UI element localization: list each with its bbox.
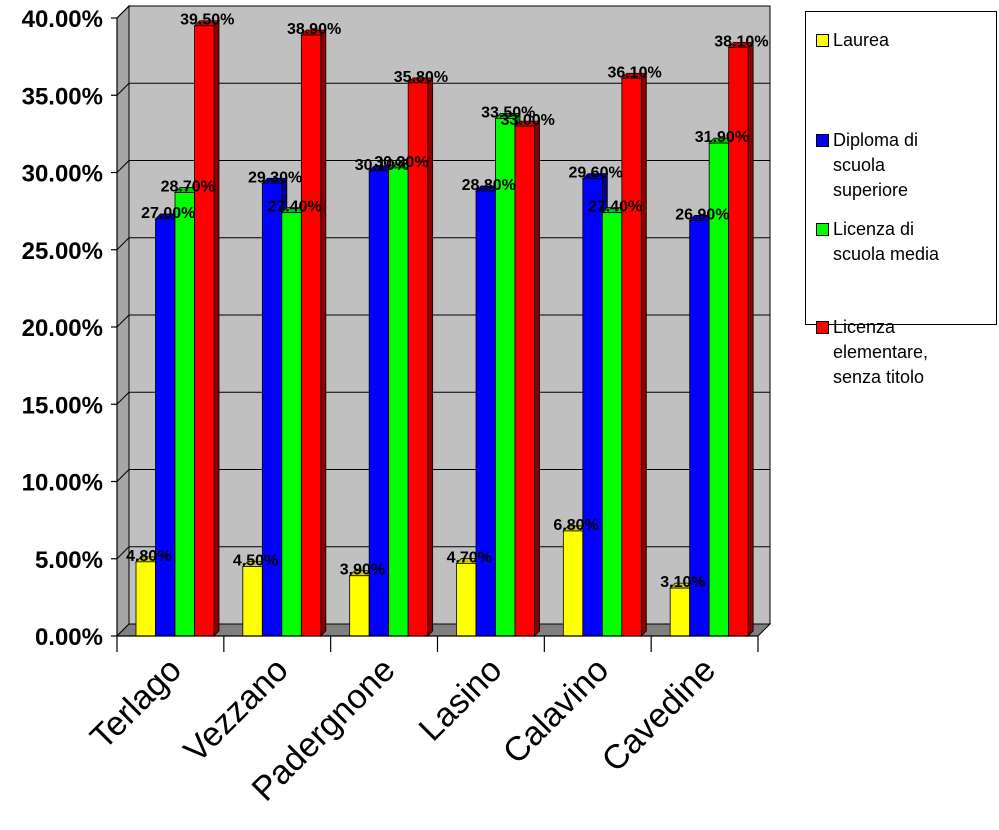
x-tick-label: Lasino [412,651,510,749]
bar-value-label: 4.70% [447,549,492,566]
x-tick-label: Terlago [83,651,189,757]
bar-front [174,192,195,637]
legend-label-laurea: Laurea [833,30,890,50]
bar [300,29,327,637]
bar-value-label: 39.50% [180,12,234,29]
bar-value-label: 4.80% [126,548,171,565]
bar [193,19,220,637]
bar-value-label: 4.50% [233,552,278,569]
bar-front [349,575,370,637]
bar-value-label: 35.80% [394,69,448,86]
y-tick-label: 30.00% [22,161,103,188]
legend-label-licenza-elementare: Licenza elementare, senza titolo [833,317,929,387]
bar-value-label: 27.00% [141,205,195,222]
bar-front [562,530,584,637]
bar-value-label: 38.10% [714,33,768,50]
gridline [116,546,770,560]
bar-front [281,212,302,637]
bar-front [495,118,516,637]
y-tick-label: 25.00% [22,238,103,265]
bar-side [534,120,540,637]
gridline [116,469,770,482]
bar-front [456,562,477,637]
bar-front [388,167,409,637]
bar-value-label: 30.10% [355,157,409,174]
chart-legend: Laurea Diploma di scuola superiore Licen… [805,11,997,387]
bar-value-label: 26.90% [675,206,729,223]
legend-item-laurea: Laurea [816,28,889,53]
bar-value-label: 38.90% [287,21,341,38]
y-tick-label: 15.00% [22,392,103,419]
bar-side [320,29,327,637]
bar-value-label: 36.10% [607,64,661,81]
bar-value-label: 3.10% [660,574,705,591]
bar-front [514,125,535,637]
legend-swatch-licenza-media [816,223,829,236]
y-tick-label: 35.00% [22,83,103,110]
bar-front [300,34,322,637]
bar-front [242,566,263,637]
bar-value-label: 33.50% [481,104,535,121]
y-tick-label: 40.00% [22,6,103,33]
bar-side [213,19,220,637]
bar-front [135,561,156,637]
legend-swatch-diploma [816,134,829,147]
bar-side [640,72,647,637]
gridline [116,237,770,251]
legend-item-licenza-elementare: Licenza elementare, senza titolo [816,315,928,390]
legend-label-diploma: Diploma di scuola superiore [833,130,919,200]
legend-item-diploma: Diploma di scuola superiore [816,128,918,203]
y-tick-labels: 0.00% 5.00% 10.00% 15.00% 20.00% 25.00% 30.00%… [22,6,103,651]
gridline [116,314,770,328]
bar-front [669,587,691,637]
y-tick-label: 0.00% [35,624,103,651]
bar-front [155,218,176,637]
bar-front [621,77,642,637]
legend-swatch-licenza-elementare [816,321,829,334]
y-tick-label: 20.00% [22,315,103,342]
x-tick-label: Cavedine [595,651,723,779]
legend-item-licenza-media: Licenza di scuola media [816,217,939,267]
bar-value-label: 31.90% [695,129,749,146]
bar [727,41,755,637]
bar-value-label: 29.30% [248,169,302,186]
bar [407,76,434,637]
gridline [116,391,770,405]
bar-value-label: 33.00% [501,112,555,129]
bar-front [601,212,623,637]
bar-value-label: 29.60% [568,165,622,182]
bar-value-label: 27.40% [588,199,642,216]
y-tick-label: 5.00% [35,547,103,574]
bar-value-label: 27.40% [267,199,321,216]
bar-value-label: 28.80% [462,177,516,194]
bar-front [194,25,215,637]
value-labels: 4.80% 27.00% 28.70% 39.50% 4.50% 29.30% 27.40%… [126,12,768,591]
gridline [116,5,770,19]
y-tick-label: 10.00% [22,470,103,497]
bar-value-label: 28.70% [161,179,215,196]
gridline [116,82,770,96]
bar-front [475,190,496,637]
axes [111,17,759,652]
legend-swatch-laurea [816,34,829,47]
bar [620,72,648,637]
bar-value-label: 3.90% [340,562,385,579]
bar-value-label: 6.80% [553,517,598,534]
gridlines [116,5,770,560]
legend-label-licenza-media: Licenza di scuola media [833,219,940,264]
bar [514,120,541,637]
bar-value-label: 30.30% [374,154,428,171]
bar-front [582,178,603,637]
bars [135,19,755,637]
gridline [116,160,770,173]
